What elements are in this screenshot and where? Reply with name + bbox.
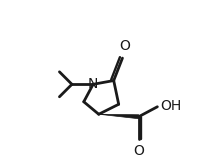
Polygon shape (99, 114, 139, 119)
Text: OH: OH (160, 99, 181, 113)
Text: O: O (119, 39, 130, 53)
Text: N: N (87, 77, 98, 91)
Text: O: O (133, 145, 144, 158)
